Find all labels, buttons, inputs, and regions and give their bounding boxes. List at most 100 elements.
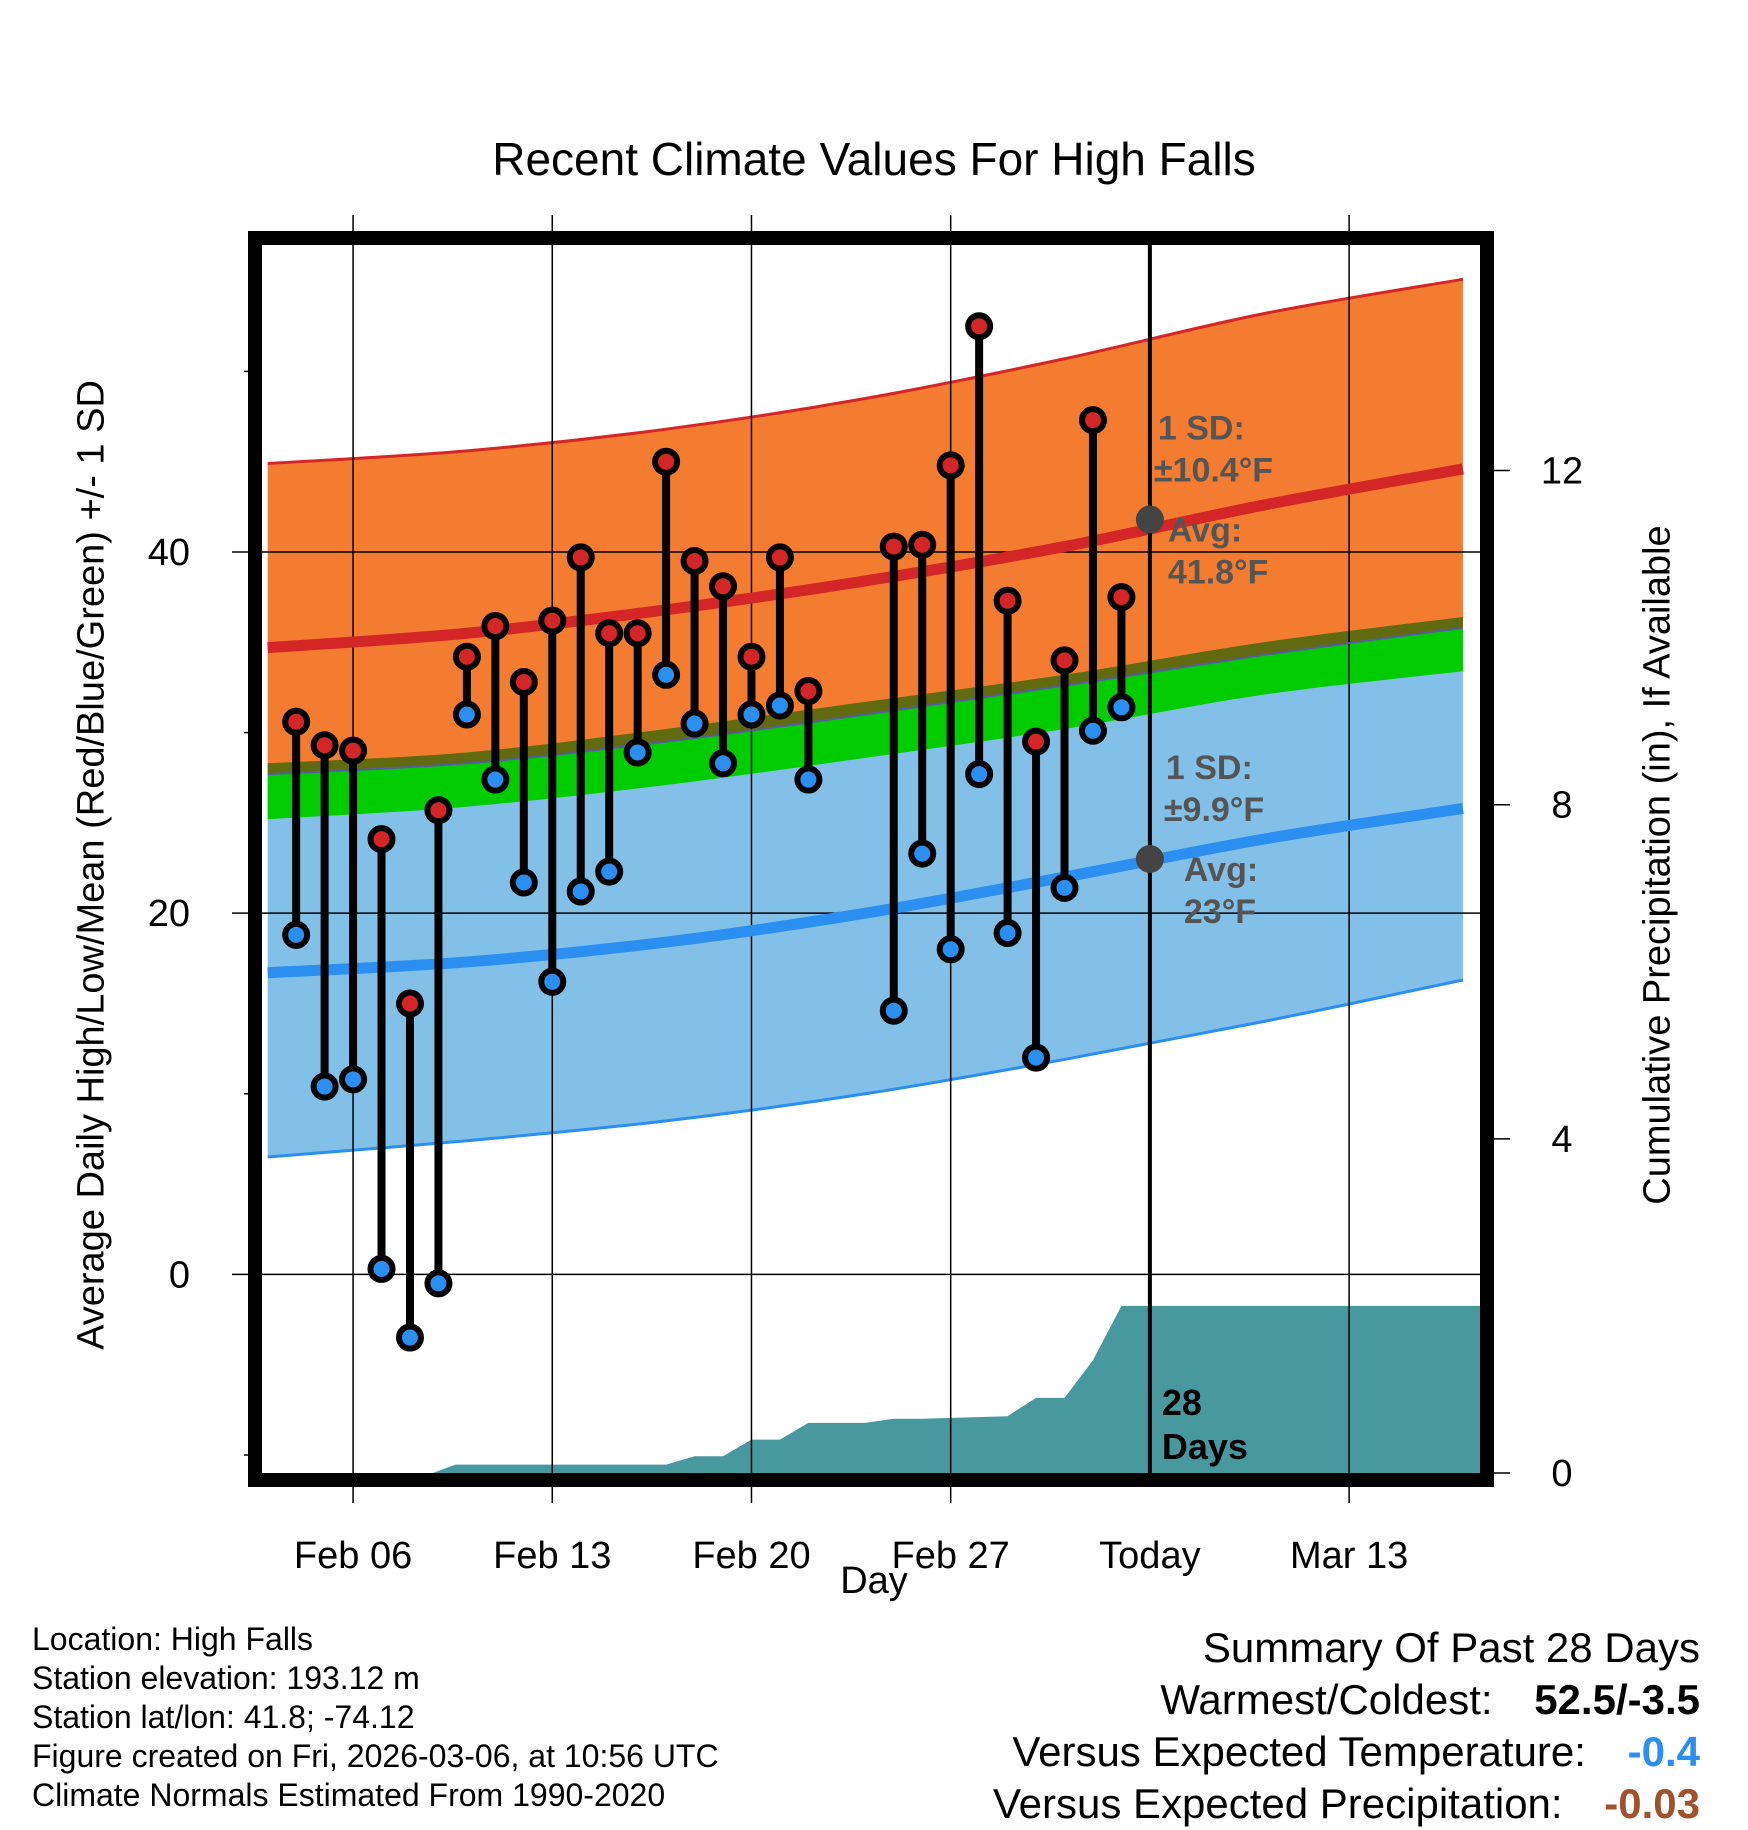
daily-low-point (481, 765, 510, 794)
daily-high-point (1107, 583, 1136, 612)
days-unit-label: Days (1162, 1426, 1248, 1467)
daily-low-point (993, 919, 1022, 948)
daily-low-point (1050, 873, 1079, 902)
x-tick-label: Feb 20 (692, 1535, 810, 1577)
x-tick-label: Mar 13 (1290, 1535, 1408, 1577)
y2-tick-label: 0 (1551, 1453, 1572, 1495)
daily-low-point (709, 749, 738, 778)
mean-avg-line (267, 626, 1464, 776)
axes: Feb 06 Feb 13 Feb 20 Feb 27 Today Mar 1302040… (148, 451, 1583, 1577)
normals-text: Climate Normals Estimated From 1990-2020 (32, 1777, 666, 1813)
plot-border (248, 231, 1494, 1487)
daily-high-point (538, 606, 567, 635)
low-avg-value: 23°F (1184, 893, 1256, 931)
summary-title: Summary Of Past 28 Days (1202, 1624, 1700, 1671)
annotations: 1 SD: ±10.4°F Avg: 41.8°F 1 SD: ±9.9°F Avg: 23°… (1135, 409, 1273, 1467)
daily-high-point (680, 547, 709, 576)
daily-stems (292, 326, 1126, 1338)
summary-panel: Summary Of Past 28 Days Warmest/Coldest:… (993, 1622, 1700, 1830)
y2-tick-label: 12 (1541, 451, 1583, 493)
high-mean-overlap (267, 617, 1463, 775)
daily-low-point (652, 660, 681, 689)
y-tick-label: 0 (169, 1254, 190, 1296)
y2-tick-label: 8 (1551, 785, 1572, 827)
daily-high-point (481, 612, 510, 641)
x-tick-label: Feb 13 (493, 1535, 611, 1577)
daily-high-point (566, 543, 595, 572)
days-count-label: 28 (1162, 1382, 1202, 1423)
daily-dots (282, 312, 1136, 1352)
precip-fill (262, 1305, 1480, 1473)
daily-low-point (367, 1254, 396, 1283)
daily-low-point (395, 1323, 424, 1352)
temp-label: Versus Expected Temperature: (1012, 1728, 1586, 1775)
daily-low-point (936, 935, 965, 964)
daily-high-point (367, 825, 396, 854)
daily-low-point (538, 967, 567, 996)
daily-low-point (595, 857, 624, 886)
daily-low-point (424, 1269, 453, 1298)
daily-high-point (452, 642, 481, 671)
daily-low-point (794, 765, 823, 794)
today-high-avg-marker (1135, 505, 1164, 534)
y-tick-label: 20 (148, 893, 190, 935)
daily-low-point (1078, 716, 1107, 745)
daily-high-point (993, 586, 1022, 615)
daily-low-point (965, 760, 994, 789)
daily-high-point (1022, 727, 1051, 756)
daily-high-point (936, 451, 965, 480)
daily-high-point (310, 731, 339, 760)
precip-area (262, 1305, 1480, 1473)
daily-high-point (424, 796, 453, 825)
daily-high-point (339, 736, 368, 765)
summary-temp-row: Versus Expected Temperature: -0.4 (993, 1726, 1700, 1778)
high-avg-line (267, 463, 1464, 654)
daily-low-point (282, 920, 311, 949)
y-axis-label: Average Daily High/Low/Mean (Red/Blue/Gr… (70, 380, 113, 1350)
x-tick-label: Feb 27 (892, 1535, 1010, 1577)
daily-high-point (1050, 646, 1079, 675)
elevation-text: Station elevation: 193.12 m (32, 1660, 420, 1696)
daily-high-point (623, 619, 652, 648)
normal-bands (267, 277, 1464, 1159)
daily-high-point (794, 677, 823, 706)
x-axis-label: Day (840, 1560, 908, 1602)
daily-low-point (1107, 693, 1136, 722)
station-info: Location: High Falls Station elevation: … (32, 1620, 719, 1815)
low-avg-label: Avg: (1184, 851, 1258, 889)
daily-high-point (595, 619, 624, 648)
daily-high-point (395, 989, 424, 1018)
daily-high-point (737, 642, 766, 671)
temp-value: -0.4 (1627, 1728, 1700, 1775)
high-avg-value: 41.8°F (1168, 553, 1269, 591)
created-text: Figure created on Fri, 2026-03-06, at 10… (32, 1738, 719, 1774)
precip-label: Versus Expected Precipitation: (992, 1780, 1563, 1827)
low-sd-label: 1 SD: (1166, 749, 1253, 787)
daily-high-point (965, 312, 994, 341)
daily-low-point (908, 839, 937, 868)
daily-low-point (680, 709, 709, 738)
daily-low-point (310, 1072, 339, 1101)
high-sd-label: 1 SD: (1158, 409, 1245, 447)
x-tick-label: Feb 06 (294, 1535, 412, 1577)
high-sd-upper-line (267, 277, 1464, 466)
daily-low-point (623, 738, 652, 767)
high-sd-band (267, 279, 1463, 775)
daily-low-point (1022, 1043, 1051, 1072)
low-sd-lower-line (267, 978, 1464, 1159)
daily-low-point (737, 700, 766, 729)
daily-high-point (509, 668, 538, 697)
daily-high-point (1078, 406, 1107, 435)
precip-value: -0.03 (1604, 1780, 1700, 1827)
summary-precip-row: Versus Expected Precipitation: -0.03 (993, 1778, 1700, 1830)
today-low-avg-marker (1135, 845, 1164, 873)
daily-low-point (879, 996, 908, 1025)
y2-tick-label: 4 (1551, 1119, 1572, 1161)
daily-high-point (282, 707, 311, 736)
daily-high-point (908, 530, 937, 559)
low-avg-line (267, 802, 1464, 979)
high-avg-label: Avg: (1168, 511, 1242, 549)
daily-low-point (452, 700, 481, 729)
daily-high-point (709, 572, 738, 601)
low-sd-value: ±9.9°F (1164, 791, 1264, 829)
